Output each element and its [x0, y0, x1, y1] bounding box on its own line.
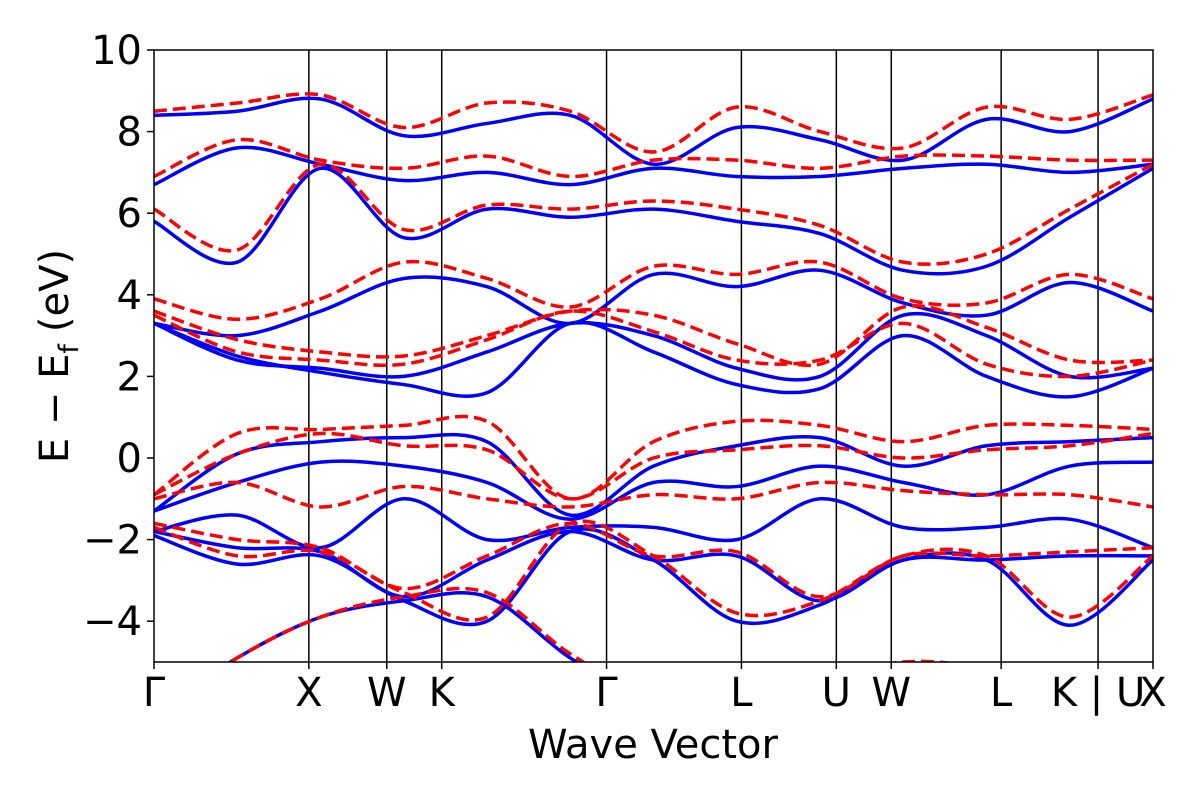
y-tick-label: 8 — [117, 110, 142, 156]
x-tick-label: Γ — [595, 670, 618, 716]
x-tick-label: L — [990, 670, 1013, 716]
band-line-solid — [154, 166, 1153, 276]
x-tick-label: Γ — [143, 670, 166, 716]
band-line-dashed — [154, 309, 1153, 379]
x-tick-label: W — [367, 670, 407, 716]
y-tick-label: 6 — [117, 191, 142, 237]
band-line-dashed — [154, 92, 1153, 154]
y-tick-label: −4 — [83, 599, 142, 645]
band-line-dashed — [154, 431, 1153, 501]
band-line-solid — [154, 497, 1153, 550]
y-axis-ticks: −4 −2 0 2 4 6 8 10 — [83, 28, 154, 645]
x-tick-label: K | U — [1051, 670, 1145, 716]
y-axis-label-unit: (eV) — [32, 249, 78, 332]
x-tick-label: K — [429, 670, 457, 716]
y-axis-label-main: E − E — [32, 354, 78, 464]
band-line-dashed — [154, 480, 1153, 509]
band-line-dashed — [154, 304, 1153, 368]
bands-layer — [154, 92, 1153, 662]
band-line-dashed — [154, 414, 1153, 501]
x-tick-label: W — [871, 670, 911, 716]
x-tick-label: X — [295, 670, 322, 716]
y-tick-label: −2 — [83, 518, 142, 564]
x-tick-label: U — [822, 670, 851, 716]
band-line-dashed — [154, 521, 1153, 599]
x-axis-label: Wave Vector — [528, 722, 779, 768]
x-tick-label: L — [730, 670, 753, 716]
plot-frame — [153, 49, 1154, 663]
y-tick-label: 0 — [117, 436, 142, 482]
band-line-solid — [154, 432, 1153, 517]
band-line-dashed — [154, 137, 1153, 179]
band-line-dashed — [227, 586, 954, 662]
band-line-solid — [154, 311, 1153, 382]
y-axis-label-subscript: f — [54, 343, 85, 354]
band-line-solid — [154, 268, 1153, 338]
y-tick-label: 2 — [117, 354, 142, 400]
y-axis-label: E − Ef (eV) — [32, 249, 85, 463]
band-line-solid — [154, 96, 1153, 166]
band-line-solid — [154, 320, 1153, 399]
x-tick-label: X — [1139, 670, 1166, 716]
band-line-dashed — [154, 259, 1153, 322]
band-line-dashed — [154, 162, 1153, 266]
y-tick-label: 10 — [91, 28, 142, 74]
y-tick-label: 4 — [117, 273, 142, 319]
